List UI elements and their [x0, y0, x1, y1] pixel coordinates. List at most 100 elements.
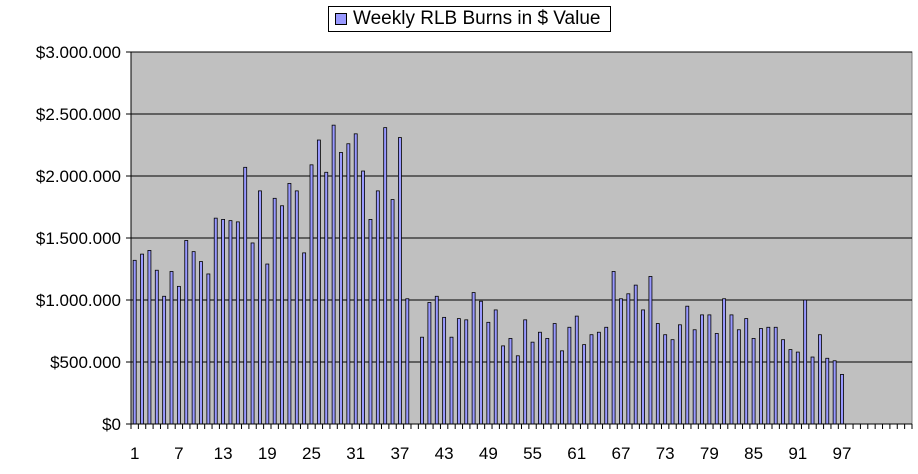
bar — [781, 339, 785, 425]
bar — [825, 357, 830, 425]
bar — [265, 263, 270, 425]
bar — [442, 316, 447, 425]
bar — [324, 171, 329, 425]
bar — [390, 199, 395, 425]
bar — [736, 329, 741, 425]
bar — [353, 133, 358, 425]
y-tick-label: $3.000.000 — [36, 43, 121, 62]
bar — [840, 373, 844, 425]
x-tick-label: 73 — [656, 444, 675, 463]
bar — [147, 249, 152, 425]
bar — [692, 329, 697, 425]
bar — [471, 292, 476, 425]
y-tick-label: $1.000.000 — [36, 291, 121, 310]
bar — [132, 259, 137, 425]
bar — [228, 220, 233, 425]
y-tick-label: $0 — [102, 415, 121, 434]
bar — [316, 139, 321, 425]
bar — [331, 124, 336, 425]
x-tick-label: 7 — [174, 444, 183, 463]
bar — [501, 345, 505, 425]
bar — [663, 334, 668, 425]
bar — [795, 351, 800, 425]
bar — [346, 143, 351, 425]
bar — [545, 338, 550, 425]
bar — [619, 298, 623, 425]
bar — [523, 319, 528, 425]
bar — [479, 300, 483, 425]
y-tick-label: $500.000 — [50, 353, 121, 372]
bar — [221, 218, 225, 425]
bar — [560, 350, 564, 425]
x-tick-label: 25 — [302, 444, 321, 463]
x-tick-label: 55 — [523, 444, 542, 463]
bar — [206, 273, 211, 425]
bar — [700, 314, 704, 425]
bar — [427, 302, 432, 425]
bar — [508, 338, 513, 425]
x-tick-label: 1 — [130, 444, 139, 463]
bar — [530, 341, 535, 425]
bar — [574, 315, 579, 425]
bar — [420, 336, 424, 425]
bar — [685, 305, 690, 425]
legend-swatch — [335, 13, 347, 25]
x-tick-label: 13 — [214, 444, 233, 463]
bar — [604, 326, 609, 425]
bar — [235, 221, 240, 425]
bar — [589, 334, 594, 425]
bar — [154, 269, 159, 425]
bar — [729, 314, 734, 425]
x-tick-label: 43 — [435, 444, 454, 463]
bar — [788, 349, 793, 425]
bar — [191, 251, 196, 425]
legend-label: Weekly RLB Burns in $ Value — [353, 8, 601, 29]
bar — [552, 323, 557, 425]
bar — [810, 356, 815, 425]
bar — [538, 331, 542, 425]
bar — [361, 170, 365, 425]
x-tick-label: 97 — [833, 444, 852, 463]
bar-series — [132, 124, 844, 425]
bar — [678, 324, 682, 425]
x-tick-label: 67 — [612, 444, 631, 463]
bar — [449, 336, 454, 425]
bar — [302, 252, 307, 425]
x-tick-label: 37 — [390, 444, 409, 463]
bar — [486, 321, 491, 425]
bar — [641, 309, 645, 425]
bar — [243, 166, 248, 425]
bar — [515, 355, 520, 425]
bar — [280, 205, 284, 425]
bar — [199, 261, 203, 425]
bar — [714, 333, 719, 425]
y-tick-label: $1.500.000 — [36, 229, 121, 248]
bar — [287, 183, 292, 425]
bar — [383, 127, 388, 425]
bar — [582, 344, 587, 425]
bar — [766, 326, 771, 425]
bar — [368, 218, 373, 425]
x-axis-ticks: 1 7 13 19 25 31 37 43 49 55 61 67 73 79 85 91 97 — [130, 424, 913, 463]
bar — [707, 314, 712, 425]
y-axis-ticks: $0 $500.000 $1.000.000 $1.500.000 $2.000.000… — [36, 43, 131, 434]
bar — [818, 334, 822, 425]
x-tick-label: 31 — [346, 444, 365, 463]
bar — [626, 293, 631, 425]
bar — [464, 319, 469, 425]
bar — [309, 164, 314, 425]
bar — [213, 217, 218, 425]
bar — [140, 253, 144, 425]
bar — [434, 295, 439, 425]
bar — [162, 295, 167, 425]
bar — [250, 242, 255, 425]
bar — [272, 197, 277, 425]
bar — [375, 190, 380, 425]
x-tick-label: 79 — [700, 444, 719, 463]
bar — [184, 240, 189, 425]
bar — [655, 323, 660, 425]
bar — [294, 190, 299, 425]
bar — [744, 318, 749, 425]
bar — [493, 309, 498, 425]
